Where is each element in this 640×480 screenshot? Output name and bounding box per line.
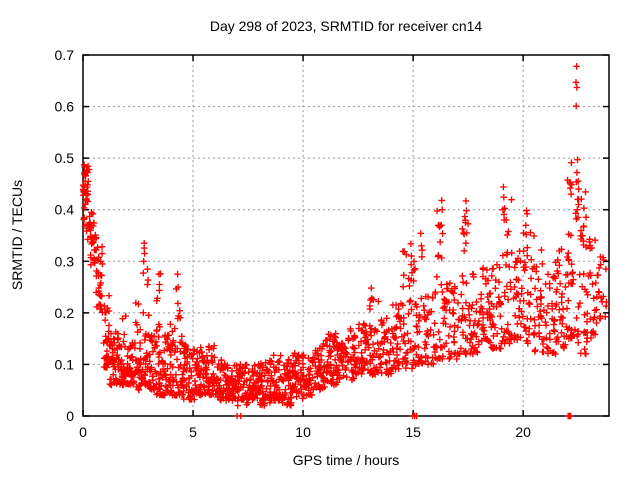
y-tick-label: 0.6	[55, 99, 75, 115]
x-tick-labels: 0 5 10 15 20	[79, 424, 531, 440]
x-tick-label: 0	[79, 424, 87, 440]
y-tick-label: 0.1	[55, 356, 75, 372]
x-tick-label: 20	[515, 424, 531, 440]
plot-border	[82, 54, 610, 417]
y-tick-label: 0.7	[55, 47, 75, 63]
y-tick-label: 0.3	[55, 253, 75, 269]
x-tick-label: 15	[405, 424, 421, 440]
x-tick-label: 10	[295, 424, 311, 440]
y-tick-label: 0.4	[55, 202, 75, 218]
y-tick-label: 0.5	[55, 150, 75, 166]
data-points	[79, 63, 610, 420]
axis-ticks	[82, 54, 609, 417]
y-tick-label: 0	[66, 408, 74, 424]
x-tick-label: 5	[189, 424, 197, 440]
y-axis-label: SRMTID / TECUs	[9, 180, 25, 290]
y-tick-labels: 0 0.1 0.2 0.3 0.4 0.5 0.6 0.7	[55, 47, 75, 424]
chart-title: Day 298 of 2023, SRMTID for receiver cn1…	[210, 18, 483, 34]
y-tick-label: 0.2	[55, 305, 75, 321]
x-axis-label: GPS time / hours	[293, 452, 400, 468]
